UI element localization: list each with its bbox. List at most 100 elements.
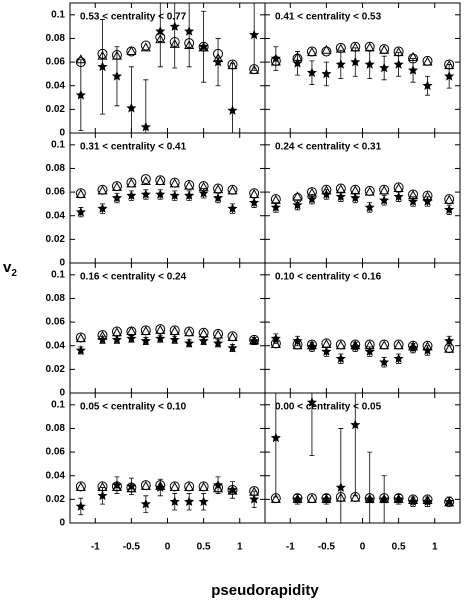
- star-marker: [444, 70, 455, 81]
- star-marker: [140, 121, 151, 132]
- y-tick-label: 0.06: [46, 57, 66, 68]
- points: [75, 476, 260, 516]
- x-tick-label: 1: [237, 542, 243, 553]
- star-marker: [213, 479, 224, 490]
- triangle-marker: [198, 482, 209, 492]
- triangle-marker: [444, 194, 455, 204]
- triangle-marker: [155, 175, 166, 185]
- circle-marker: [140, 174, 151, 185]
- star-marker: [364, 202, 375, 212]
- x-tick-label: -0.5: [123, 542, 141, 553]
- star-marker: [75, 501, 86, 511]
- star-marker: [184, 26, 195, 36]
- y-tick-label: 0.08: [46, 163, 66, 174]
- star-marker: [184, 496, 195, 507]
- star-marker: [350, 192, 361, 203]
- star-marker: [126, 333, 137, 343]
- triangle-marker: [270, 339, 281, 349]
- triangle-marker: [140, 175, 151, 185]
- panel: 0.24 < centrality < 0.31: [264, 132, 461, 264]
- y-tick-label: 0.02: [46, 494, 66, 505]
- x-tick-label: 0: [165, 542, 171, 553]
- triangle-marker: [270, 493, 281, 503]
- star-marker: [126, 481, 137, 491]
- triangle-marker: [75, 333, 86, 343]
- star-marker: [111, 70, 122, 81]
- star-marker: [408, 196, 419, 206]
- star-marker: [292, 199, 303, 210]
- triangle-marker: [321, 44, 332, 54]
- triangle-marker: [126, 178, 137, 188]
- y-tick-label: 0.08: [46, 423, 66, 434]
- panel: 0 0.02 0.04 0.06 0.08 0.1 0.31 < centrality < …: [46, 132, 266, 269]
- star-marker: [111, 192, 122, 203]
- star-marker: [198, 496, 209, 507]
- triangle-marker: [227, 331, 238, 341]
- star-marker: [335, 59, 346, 69]
- triangle-marker: [169, 482, 180, 492]
- y-tick-label: 0.08: [46, 33, 66, 44]
- circle-marker: [140, 40, 151, 51]
- error-bar: [172, 3, 178, 69]
- star-marker: [408, 65, 419, 75]
- star-marker: [213, 338, 224, 348]
- panel-title: 0.10 < centrality < 0.16: [275, 272, 382, 283]
- star-marker: [75, 89, 86, 100]
- star-marker: [126, 102, 137, 113]
- star-marker: [140, 189, 151, 199]
- star-marker: [306, 67, 317, 78]
- star-marker: [270, 333, 281, 343]
- triangle-marker: [140, 480, 151, 490]
- star-marker: [198, 187, 209, 198]
- star-marker: [393, 191, 404, 202]
- triangle-marker: [306, 47, 317, 57]
- star-marker: [444, 335, 455, 346]
- star-marker: [270, 53, 281, 63]
- star-marker: [292, 57, 303, 68]
- y-tick-label: 0.08: [46, 293, 66, 304]
- points: [270, 41, 455, 96]
- star-marker: [364, 494, 375, 504]
- x-tick-label: 1: [432, 542, 438, 553]
- triangle-marker: [350, 492, 361, 502]
- star-marker: [444, 496, 455, 507]
- y-tick-label: 0.1: [51, 399, 65, 410]
- triangle-marker: [140, 326, 151, 336]
- points: [270, 393, 455, 523]
- star-marker: [306, 341, 317, 352]
- triangle-marker: [422, 56, 433, 66]
- star-marker: [379, 62, 390, 73]
- y-tick-label: 0: [59, 518, 65, 529]
- panel: 0 0.02 0.04 0.06 0.08 0.1 0.16 < centrality < …: [46, 262, 266, 399]
- points: [270, 182, 455, 215]
- x-axis-title: pseudorapidity: [211, 582, 319, 599]
- panel-title: 0.41 < centrality < 0.53: [275, 12, 382, 23]
- y-tick-label: 0.06: [46, 187, 66, 198]
- panel-title: 0.53 < centrality < 0.77: [80, 12, 187, 23]
- points: [75, 3, 260, 133]
- y-tick-label: 0.1: [51, 269, 65, 280]
- star-marker: [140, 498, 151, 509]
- y-tick-label: 0.04: [46, 210, 66, 221]
- y-tick-label: 0.02: [46, 364, 66, 375]
- star-marker: [75, 206, 86, 217]
- panel-title: 0.00 < centrality < 0.05: [275, 402, 382, 413]
- triangle-marker: [75, 482, 86, 492]
- triangle-marker: [169, 178, 180, 188]
- x-tick-label: 0.5: [197, 542, 211, 553]
- panel: 0 0.02 0.04 0.06 0.08 0.1 0.53 < centrality < …: [46, 2, 266, 139]
- triangle-marker: [306, 493, 317, 503]
- panel-frame: [264, 392, 461, 524]
- star-marker: [140, 335, 151, 346]
- star-marker: [422, 80, 433, 91]
- star-marker: [379, 494, 390, 504]
- star-marker: [350, 341, 361, 352]
- triangle-marker: [292, 340, 303, 350]
- star-marker: [321, 189, 332, 199]
- star-marker: [198, 41, 209, 52]
- triangle-marker: [184, 482, 195, 492]
- triangle-marker: [335, 340, 346, 350]
- panel-title: 0.24 < centrality < 0.31: [275, 142, 382, 153]
- star-marker: [169, 334, 180, 345]
